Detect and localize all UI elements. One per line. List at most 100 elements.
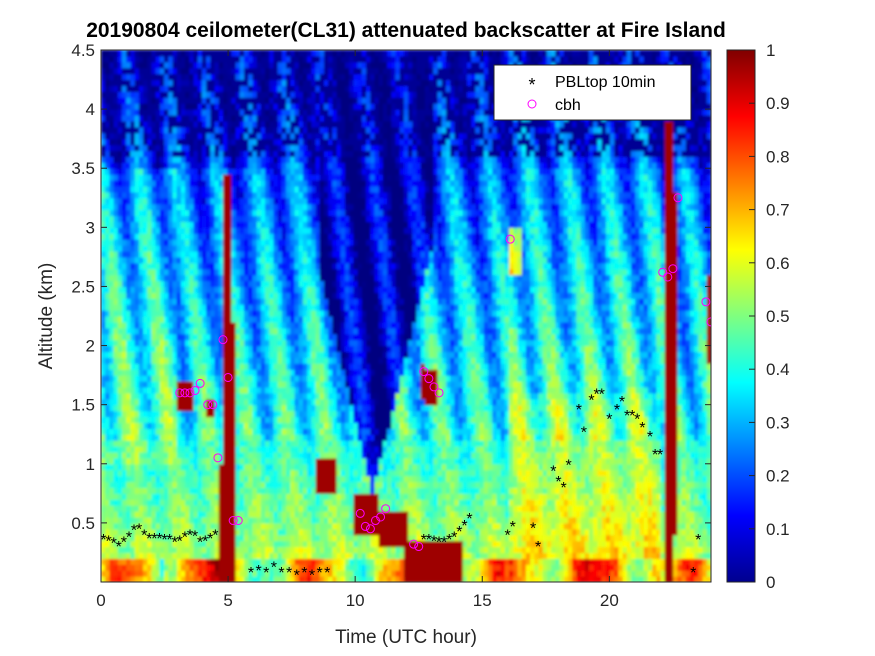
heatmap-cell: [151, 91, 157, 98]
heatmap-cell: [256, 487, 262, 494]
heatmap-cell: [122, 227, 127, 234]
heatmap-cell: [223, 180, 228, 187]
heatmap-cell: [105, 369, 111, 376]
heatmap-cell: [311, 262, 317, 270]
heatmap-cell: [214, 576, 220, 582]
heatmap-cell: [260, 463, 266, 471]
heatmap-cell: [113, 392, 119, 400]
heatmap-cell: [260, 268, 266, 276]
heatmap-cell: [172, 286, 178, 293]
heatmap-cell: [260, 511, 266, 518]
heatmap-cell: [252, 239, 258, 246]
heatmap-cell: [273, 316, 279, 323]
heatmap-cell: [193, 174, 199, 181]
heatmap-cell: [227, 398, 233, 406]
heatmap-cell: [298, 333, 304, 341]
heatmap-cell: [147, 262, 153, 270]
heatmap-cell: [323, 150, 329, 157]
heatmap-cell: [231, 268, 237, 276]
heatmap-cell: [206, 469, 211, 477]
heatmap-cell: [269, 115, 275, 122]
heatmap-cell: [273, 392, 279, 400]
heatmap-cell: [273, 558, 279, 565]
heatmap-cell: [147, 132, 153, 140]
heatmap-cell: [260, 286, 266, 293]
heatmap-cell: [286, 138, 291, 146]
heatmap-cell: [273, 310, 279, 317]
heatmap-cell: [248, 564, 254, 571]
heatmap-cell: [265, 570, 270, 577]
heatmap-cell: [231, 321, 237, 329]
heatmap-cell: [269, 392, 275, 400]
heatmap-cell: [206, 434, 211, 441]
heatmap-cell: [269, 446, 275, 453]
heatmap-cell: [113, 457, 119, 465]
heatmap-cell: [281, 203, 287, 211]
heatmap-cell: [147, 463, 153, 471]
heatmap-cell: [105, 475, 111, 483]
heatmap-cell: [105, 233, 111, 240]
heatmap-cell: [168, 286, 174, 293]
heatmap-cell: [101, 422, 106, 429]
heatmap-cell: [323, 576, 329, 582]
heatmap-cell: [101, 487, 106, 494]
heatmap-cell: [294, 375, 300, 382]
heatmap-cell: [134, 250, 140, 258]
heatmap-cell: [248, 481, 254, 489]
heatmap-cell: [227, 487, 233, 494]
heatmap-cell: [180, 109, 186, 116]
heatmap-cell: [101, 132, 106, 140]
heatmap-cell: [122, 150, 127, 157]
heatmap-cell: [332, 434, 338, 441]
heatmap-cell: [332, 345, 338, 353]
heatmap-cell: [260, 174, 266, 181]
heatmap-cell: [239, 156, 245, 163]
heatmap-cell: [269, 304, 275, 311]
heatmap-cell: [168, 239, 174, 246]
heatmap-cell: [269, 534, 275, 542]
heatmap-cell: [155, 333, 161, 341]
heatmap-cell: [105, 286, 111, 293]
heatmap-cell: [281, 262, 287, 270]
heatmap-cell: [231, 203, 237, 211]
heatmap-cell: [197, 280, 203, 288]
heatmap-cell: [319, 109, 325, 116]
heatmap-cell: [256, 434, 262, 441]
heatmap-cell: [159, 209, 165, 217]
heatmap-cell: [214, 422, 220, 429]
heatmap-cell: [185, 298, 190, 305]
heatmap-cell: [319, 50, 325, 57]
heatmap-cell: [231, 534, 237, 542]
heatmap-cell: [151, 392, 157, 400]
heatmap-cell: [206, 174, 211, 181]
heatmap-cell: [105, 126, 111, 134]
heatmap-cell: [290, 576, 296, 582]
heatmap-cell: [248, 304, 254, 311]
heatmap-cell: [256, 55, 262, 63]
heatmap-cell: [260, 493, 266, 500]
heatmap-cell: [159, 570, 165, 577]
heatmap-cell: [328, 369, 333, 376]
heatmap-cell: [269, 180, 275, 187]
heatmap-cell: [277, 280, 283, 288]
heatmap-cell: [180, 268, 186, 276]
heatmap-cell: [256, 463, 262, 471]
heatmap-cell: [286, 274, 291, 282]
heatmap-cell: [130, 457, 136, 465]
heatmap-cell: [302, 156, 308, 163]
heatmap-cell: [151, 150, 157, 157]
heatmap-cell: [210, 126, 216, 134]
heatmap-cell: [319, 446, 325, 453]
heatmap-cell: [206, 162, 211, 169]
heatmap-cell: [281, 120, 287, 128]
heatmap-cell: [180, 321, 186, 329]
heatmap-cell: [206, 446, 211, 453]
heatmap-cell: [159, 168, 165, 175]
heatmap-cell: [319, 55, 325, 63]
heatmap-cell: [197, 115, 203, 122]
heatmap-cell: [260, 215, 266, 223]
heatmap-cell: [307, 457, 312, 465]
heatmap-cell: [328, 221, 333, 228]
heatmap-cell: [176, 256, 182, 264]
heatmap-cell: [151, 97, 157, 104]
